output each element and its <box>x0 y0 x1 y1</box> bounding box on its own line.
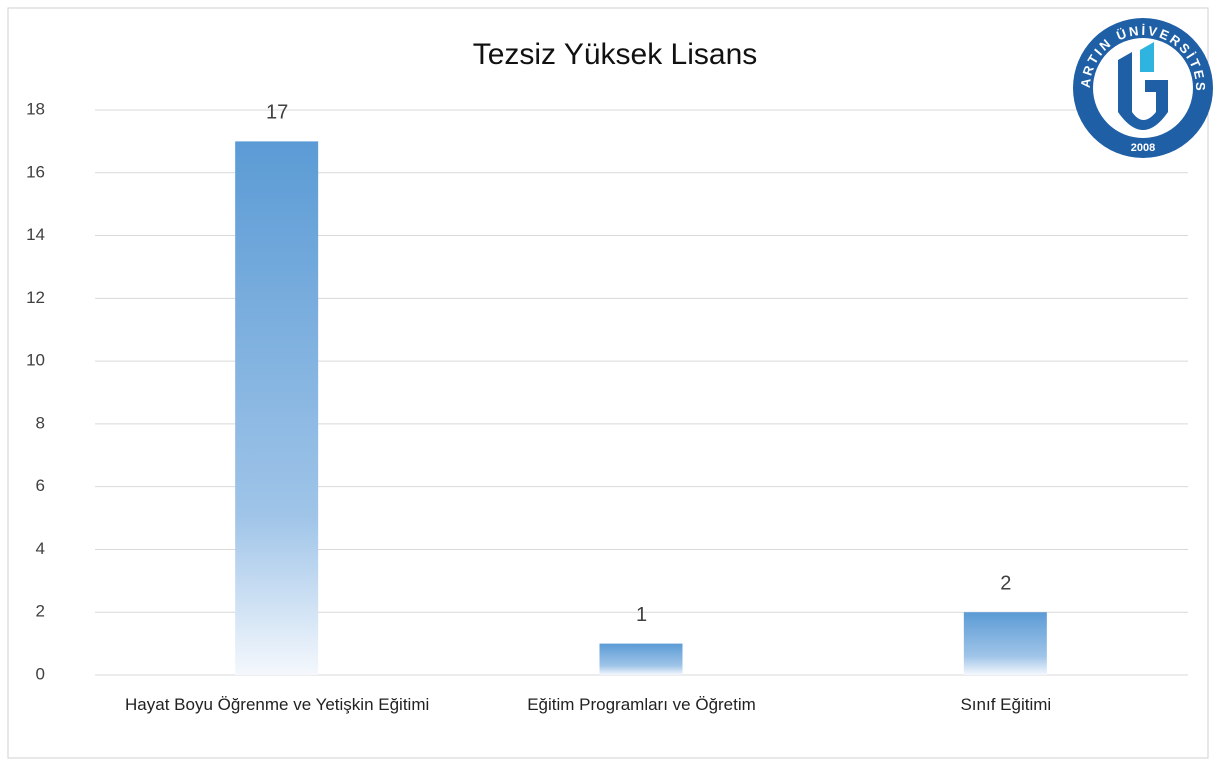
x-tick-label: Hayat Boyu Öğrenme ve Yetişkin Eğitimi <box>125 695 430 714</box>
bar <box>963 612 1047 675</box>
bar <box>235 141 319 675</box>
y-tick-label: 2 <box>36 602 45 621</box>
logo-mark <box>1118 52 1168 130</box>
x-tick-label: Sınıf Eğitimi <box>960 695 1052 714</box>
y-tick-label: 12 <box>26 288 45 307</box>
logo-year: 2008 <box>1131 142 1155 154</box>
bar <box>599 643 683 675</box>
y-tick-label: 8 <box>36 413 45 432</box>
y-tick-label: 10 <box>26 351 45 370</box>
y-tick-label: 16 <box>26 162 45 181</box>
y-tick-label: 4 <box>36 539 45 558</box>
y-tick-label: 0 <box>36 664 45 683</box>
y-tick-label: 14 <box>26 225 45 244</box>
data-label: 1 <box>636 604 647 626</box>
y-tick-label: 6 <box>36 476 45 495</box>
chart-title: Tezsiz Yüksek Lisans <box>473 38 758 71</box>
logo-mark <box>1140 42 1154 72</box>
y-tick-label: 18 <box>26 99 45 118</box>
data-label: 2 <box>1000 573 1011 595</box>
x-tick-label: Eğitim Programları ve Öğretim <box>527 695 756 714</box>
data-label: 17 <box>266 102 288 124</box>
